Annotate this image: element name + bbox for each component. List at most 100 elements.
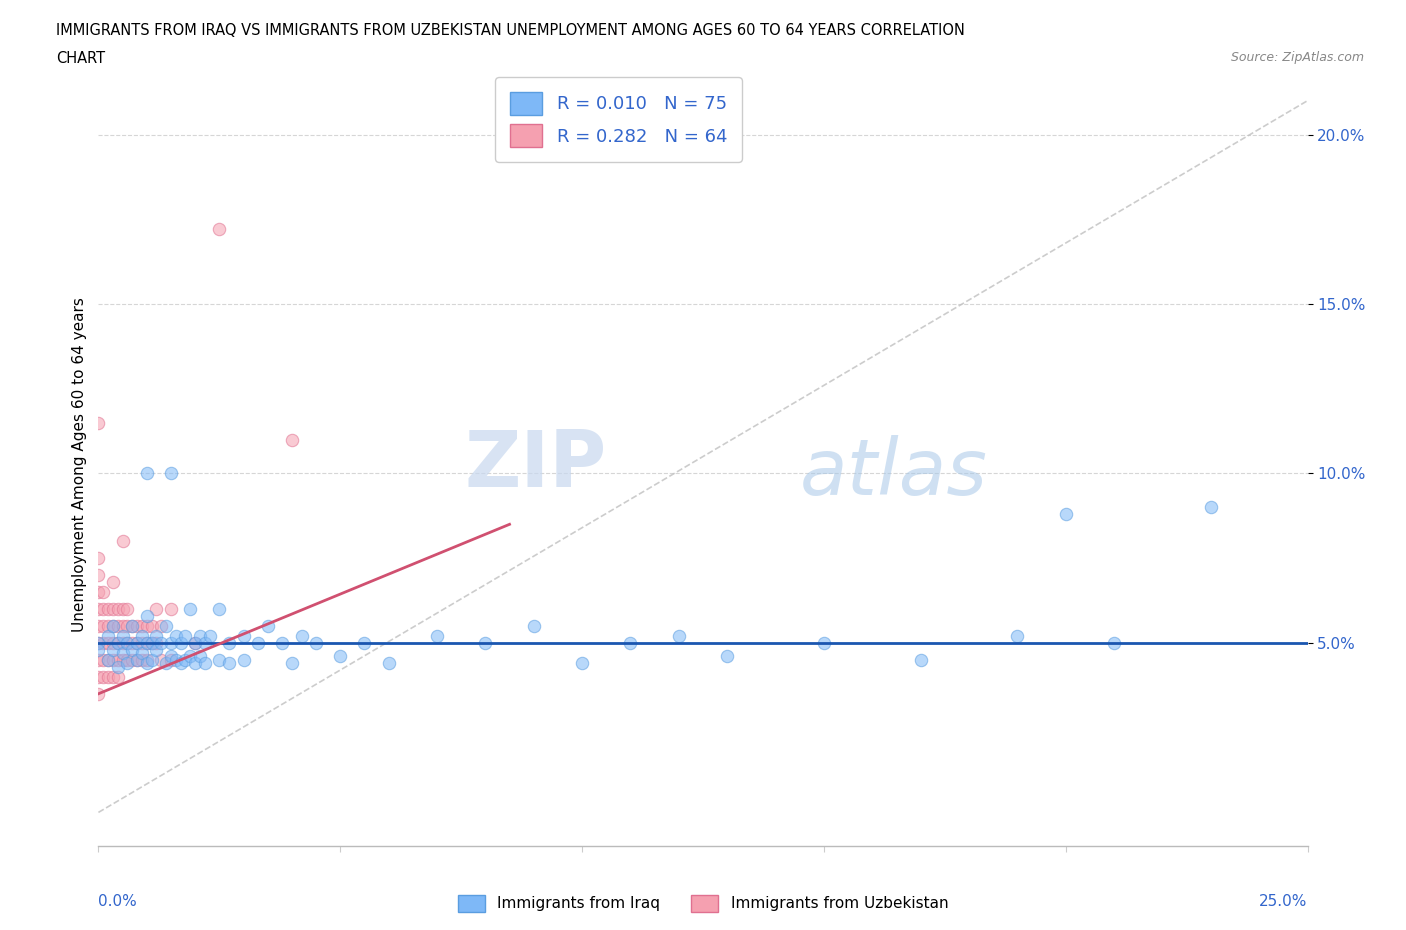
- Point: [150, 653, 173, 668]
- Point: [87, 670, 110, 684]
- Point: [523, 618, 546, 633]
- Point: [188, 649, 211, 664]
- Point: [141, 635, 163, 650]
- Point: [1007, 629, 1029, 644]
- Point: [111, 645, 134, 660]
- Point: [131, 645, 153, 660]
- Point: [135, 653, 157, 668]
- Point: [121, 635, 143, 650]
- Point: [716, 649, 738, 664]
- Point: [87, 643, 110, 658]
- Point: [329, 649, 352, 664]
- Point: [117, 618, 139, 633]
- Point: [179, 602, 201, 617]
- Point: [117, 653, 139, 668]
- Point: [150, 635, 173, 650]
- Point: [87, 618, 110, 633]
- Point: [145, 643, 167, 658]
- Point: [111, 534, 134, 549]
- Point: [256, 618, 278, 633]
- Point: [107, 618, 129, 633]
- Text: Source: ZipAtlas.com: Source: ZipAtlas.com: [1230, 51, 1364, 64]
- Point: [426, 629, 449, 644]
- Point: [135, 656, 157, 671]
- Point: [813, 635, 835, 650]
- Point: [87, 635, 110, 650]
- Point: [232, 653, 254, 668]
- Point: [184, 656, 207, 671]
- Point: [668, 629, 690, 644]
- Point: [135, 635, 157, 650]
- Point: [91, 670, 114, 684]
- Point: [121, 618, 143, 633]
- Point: [117, 602, 139, 617]
- Point: [131, 618, 153, 633]
- Point: [101, 643, 124, 658]
- Point: [97, 618, 120, 633]
- Point: [271, 635, 294, 650]
- Legend: R = 0.010   N = 75, R = 0.282   N = 64: R = 0.010 N = 75, R = 0.282 N = 64: [495, 77, 741, 162]
- Point: [97, 670, 120, 684]
- Point: [121, 618, 143, 633]
- Point: [87, 635, 110, 650]
- Point: [169, 635, 191, 650]
- Point: [174, 629, 197, 644]
- Point: [290, 629, 312, 644]
- Point: [218, 635, 240, 650]
- Point: [135, 608, 157, 623]
- Point: [117, 635, 139, 650]
- Point: [160, 466, 183, 481]
- Point: [619, 635, 641, 650]
- Point: [101, 653, 124, 668]
- Point: [208, 222, 231, 237]
- Point: [121, 653, 143, 668]
- Point: [127, 653, 149, 668]
- Point: [87, 602, 110, 617]
- Point: [91, 602, 114, 617]
- Point: [91, 635, 114, 650]
- Point: [208, 602, 231, 617]
- Point: [141, 635, 163, 650]
- Point: [141, 653, 163, 668]
- Point: [160, 602, 183, 617]
- Text: atlas: atlas: [800, 434, 987, 511]
- Point: [87, 567, 110, 582]
- Point: [107, 670, 129, 684]
- Point: [117, 635, 139, 650]
- Point: [101, 618, 124, 633]
- Point: [111, 635, 134, 650]
- Point: [127, 653, 149, 668]
- Point: [107, 602, 129, 617]
- Text: 25.0%: 25.0%: [1260, 894, 1308, 909]
- Point: [232, 629, 254, 644]
- Point: [97, 653, 120, 668]
- Point: [281, 656, 304, 671]
- Point: [155, 618, 177, 633]
- Point: [111, 602, 134, 617]
- Point: [121, 643, 143, 658]
- Point: [131, 635, 153, 650]
- Point: [111, 653, 134, 668]
- Point: [910, 653, 932, 668]
- Point: [571, 656, 593, 671]
- Point: [97, 629, 120, 644]
- Point: [218, 656, 240, 671]
- Point: [91, 618, 114, 633]
- Point: [281, 432, 304, 447]
- Point: [87, 415, 110, 430]
- Point: [160, 653, 183, 668]
- Point: [101, 670, 124, 684]
- Point: [97, 635, 120, 650]
- Point: [198, 629, 221, 644]
- Point: [165, 629, 187, 644]
- Point: [107, 659, 129, 674]
- Point: [131, 653, 153, 668]
- Point: [101, 618, 124, 633]
- Point: [1199, 500, 1222, 515]
- Point: [247, 635, 270, 650]
- Point: [179, 649, 201, 664]
- Text: IMMIGRANTS FROM IRAQ VS IMMIGRANTS FROM UZBEKISTAN UNEMPLOYMENT AMONG AGES 60 TO: IMMIGRANTS FROM IRAQ VS IMMIGRANTS FROM …: [56, 23, 965, 38]
- Point: [194, 635, 217, 650]
- Point: [107, 653, 129, 668]
- Point: [169, 656, 191, 671]
